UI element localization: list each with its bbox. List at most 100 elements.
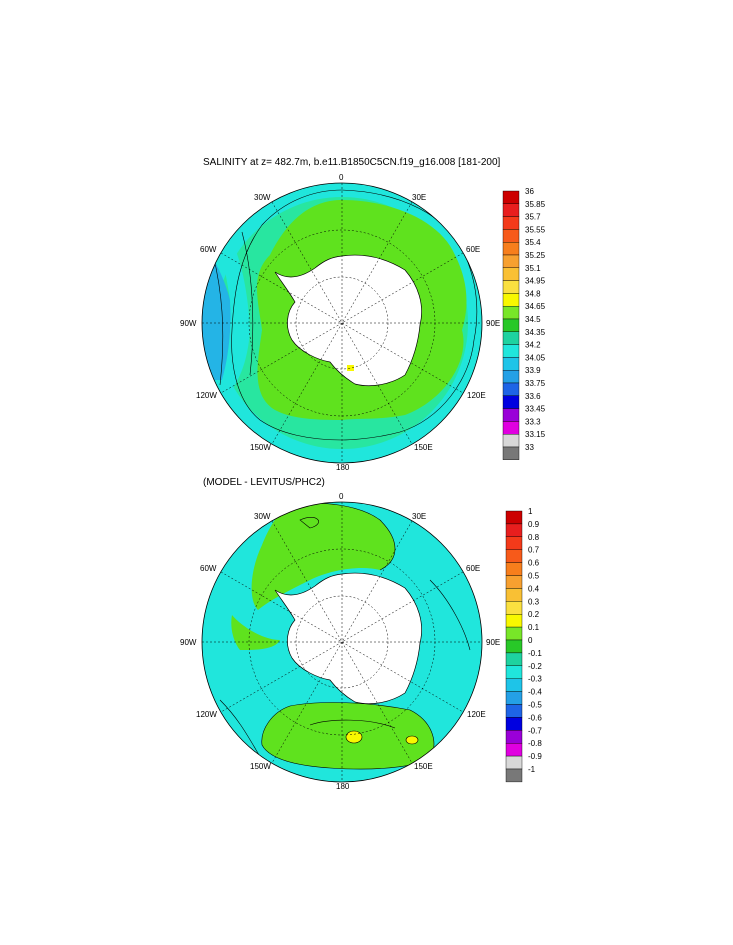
colorbar-swatch — [505, 704, 523, 718]
colorbar-tick-label: 34.05 — [525, 353, 546, 362]
colorbar-swatch — [502, 446, 520, 461]
colorbar-swatch — [505, 717, 523, 731]
top-antarctica-land — [274, 254, 422, 387]
bottom-yellow-anomaly-2 — [405, 735, 419, 745]
colorbar-swatch — [502, 267, 520, 281]
colorbar-tick-label: 33.15 — [525, 430, 546, 439]
colorbar-tick-label: 35.85 — [525, 200, 546, 209]
colorbar-tick-label: 0.3 — [528, 597, 540, 606]
bottom-lon-30e: 30E — [412, 512, 426, 521]
colorbar-tick-label: 0.4 — [528, 584, 540, 593]
colorbar-tick-label: 0.7 — [528, 546, 540, 555]
bottom-lon-150e: 150E — [414, 762, 433, 771]
colorbar-swatch — [502, 357, 520, 371]
colorbar-tick-label: 34.35 — [525, 328, 546, 337]
top-atlantic-cyan-region — [222, 230, 250, 395]
colorbar-tick-label: 36 — [525, 187, 534, 196]
colorbar-swatch — [502, 241, 520, 256]
colorbar-swatch — [502, 203, 520, 217]
colorbar-tick-label: 33.9 — [525, 366, 541, 375]
colorbar-tick-label: 33.3 — [525, 417, 541, 426]
colorbar-tick-label: 34.2 — [525, 341, 541, 350]
colorbar-swatch — [505, 510, 523, 525]
top-colorbar: 36 35.85 35.7 35.55 35.4 35.25 35.1 34.95 34.8 34… — [502, 187, 546, 461]
colorbar-tick-label: 34.95 — [525, 277, 546, 286]
top-graticule — [202, 183, 482, 463]
bottom-polar-map: 0 30E 60E 90E 120E 150E 180 150W 120W 90… — [180, 492, 500, 791]
colorbar-swatch — [505, 691, 523, 705]
colorbar-tick-label: 33.6 — [525, 392, 541, 401]
bottom-map-border — [201, 501, 483, 783]
colorbar-tick-label: 0 — [528, 636, 533, 645]
bottom-lon-30w: 30W — [254, 512, 271, 521]
colorbar-tick-label: -0.4 — [528, 688, 542, 697]
colorbar-tick-label: -0.9 — [528, 752, 542, 761]
colorbar-tick-label: -0.5 — [528, 701, 542, 710]
colorbar-swatch — [505, 549, 523, 563]
colorbar-swatch — [505, 536, 523, 550]
colorbar-swatch — [505, 601, 523, 615]
colorbar-tick-label: 35.1 — [525, 264, 541, 273]
bottom-yellow-anomaly-1 — [345, 730, 363, 744]
colorbar-tick-label: 35.7 — [525, 213, 541, 222]
colorbar-swatch — [505, 652, 523, 667]
top-polar-map: 0 30E 60E 90E 120E 150E 180 150W 120W 90… — [180, 173, 500, 472]
colorbar-swatch — [505, 614, 523, 628]
colorbar-swatch — [502, 229, 520, 243]
top-lon-90w: 90W — [180, 319, 197, 328]
colorbar-swatch — [502, 331, 520, 345]
colorbar-tick-label: 34.5 — [525, 315, 541, 324]
colorbar-swatch — [505, 755, 523, 770]
top-lon-30w: 30W — [254, 193, 271, 202]
bottom-lon-120e: 120E — [467, 710, 486, 719]
colorbar-swatch — [502, 293, 520, 307]
colorbar-swatch — [502, 216, 520, 230]
bottom-lon-180: 180 — [336, 782, 350, 791]
colorbar-tick-label: 34.65 — [525, 302, 546, 311]
colorbar-tick-label: 35.55 — [525, 225, 546, 234]
colorbar-swatch — [505, 678, 523, 692]
colorbar-swatch — [502, 318, 520, 333]
colorbar-tick-label: 0.9 — [528, 520, 540, 529]
colorbar-swatch — [505, 665, 523, 679]
colorbar-swatch — [505, 626, 523, 641]
top-lon-180: 180 — [336, 463, 350, 472]
bottom-graticule — [202, 502, 482, 782]
colorbar-tick-label: -0.7 — [528, 726, 542, 735]
colorbar-swatch — [502, 434, 520, 448]
bottom-lon-90w: 90W — [180, 638, 197, 647]
colorbar-swatch — [502, 344, 520, 358]
top-lon-30e: 30E — [412, 193, 426, 202]
colorbar-tick-label: -0.3 — [528, 675, 542, 684]
bottom-lon-0: 0 — [339, 492, 344, 501]
colorbar-tick-label: -1 — [528, 765, 536, 774]
top-map-border — [201, 182, 483, 464]
top-map-title: SALINITY at z= 482.7m, b.e11.B1850C5CN.f… — [203, 157, 501, 168]
top-lon-150e: 150E — [414, 443, 433, 452]
top-lon-0: 0 — [339, 173, 344, 182]
top-lon-60w: 60W — [200, 245, 217, 254]
colorbar-swatch — [502, 190, 520, 205]
colorbar-tick-label: -0.6 — [528, 713, 542, 722]
bottom-positive-west-band — [231, 615, 280, 650]
colorbar-tick-label: 35.4 — [525, 238, 541, 247]
colorbar-tick-label: 1 — [528, 507, 533, 516]
colorbar-swatch — [505, 588, 523, 602]
colorbar-tick-label: 0.1 — [528, 623, 540, 632]
colorbar-swatch — [502, 280, 520, 294]
top-lon-60e: 60E — [466, 245, 480, 254]
colorbar-tick-label: 0.6 — [528, 559, 540, 568]
colorbar-swatch — [502, 395, 520, 409]
bottom-positive-atlantic-region — [251, 503, 395, 610]
bottom-lon-120w: 120W — [196, 710, 217, 719]
colorbar-swatch — [502, 421, 520, 435]
bottom-colorbar: 1 0.9 0.8 0.7 0.6 0.5 0.4 0.3 0.2 0.1 0 -0.1 -0.2 -0.… — [505, 507, 542, 783]
colorbar-tick-label: 33.45 — [525, 405, 546, 414]
colorbar-swatch — [505, 768, 523, 783]
colorbar-swatch — [505, 523, 523, 538]
colorbar-swatch — [505, 575, 523, 589]
colorbar-tick-label: 0.2 — [528, 610, 540, 619]
colorbar-tick-label: 33 — [525, 443, 534, 452]
colorbar-swatch — [502, 408, 520, 422]
